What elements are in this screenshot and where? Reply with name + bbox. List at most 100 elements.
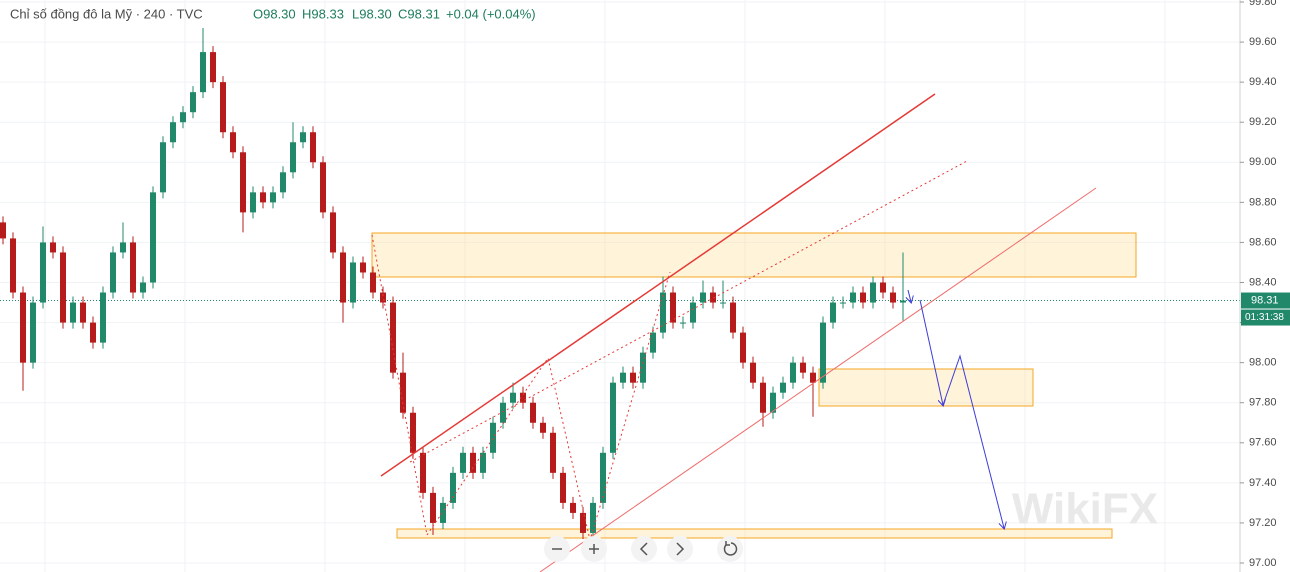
y-tick-label: 99.80	[1249, 0, 1277, 8]
candle-body	[240, 152, 246, 213]
candle-body	[610, 382, 616, 453]
y-tick-label: 98.60	[1249, 236, 1277, 248]
candle-body	[600, 452, 606, 503]
ohlc-open: O98.30	[253, 6, 296, 21]
candle-body	[490, 422, 496, 453]
candle-body	[280, 172, 286, 193]
candle-body	[460, 452, 466, 473]
candle-body	[110, 252, 116, 293]
candle-body	[140, 282, 146, 293]
channel-mid	[409, 160, 968, 463]
channel-top	[380, 93, 936, 477]
watermark: WikiFX	[1012, 485, 1158, 534]
candle-body	[560, 472, 566, 503]
candle-body	[780, 382, 786, 393]
zoom-in[interactable]	[581, 536, 607, 562]
candle-body	[470, 452, 476, 473]
scroll-right[interactable]	[667, 536, 693, 562]
candle-body	[540, 422, 546, 433]
candle-body	[220, 82, 226, 133]
y-tick-label: 98.80	[1249, 196, 1277, 208]
channel-bottom	[539, 187, 1097, 572]
header: Chỉ số đồng đô la Mỹ · 240 · TVC O98.30 …	[10, 6, 536, 21]
candle-body	[660, 292, 666, 333]
candle-body	[20, 292, 26, 363]
reset[interactable]	[717, 536, 743, 562]
resistance-zone	[371, 232, 1137, 278]
candle-body	[840, 302, 846, 304]
candle-body	[830, 302, 836, 323]
candle-body	[100, 292, 106, 343]
candle-body	[680, 322, 686, 324]
candle-body	[500, 402, 506, 423]
y-tick-label: 99.60	[1249, 36, 1277, 48]
countdown-box	[1241, 309, 1290, 326]
candle-body	[170, 122, 176, 143]
support-zone	[818, 368, 1034, 407]
candle-body	[230, 132, 236, 153]
scroll-left[interactable]	[631, 536, 657, 562]
candle-body	[590, 502, 596, 533]
ohlc-close: C98.31	[398, 6, 440, 21]
candle-body	[650, 332, 656, 353]
y-tick-label: 97.60	[1249, 437, 1277, 449]
candle-body	[390, 302, 396, 373]
candle-body	[690, 302, 696, 323]
candle-body	[70, 302, 76, 323]
candle-body	[260, 192, 266, 203]
candle-body	[250, 192, 256, 213]
ohlc-low: L98.30	[352, 6, 392, 21]
ohlc-high: H98.33	[302, 6, 344, 21]
arrow	[908, 289, 911, 302]
zoom-out[interactable]	[544, 536, 570, 562]
candle-body	[880, 282, 886, 293]
candle-body	[430, 492, 436, 523]
candle-body	[900, 300, 906, 303]
last-price-label: 98.31	[1251, 294, 1279, 306]
arrow	[942, 354, 1004, 528]
candle-body	[620, 372, 626, 383]
candle-body	[150, 192, 156, 283]
candle-body	[850, 292, 856, 303]
candle-body	[820, 322, 826, 383]
y-tick-label: 99.00	[1249, 156, 1277, 168]
symbol-title: Chỉ số đồng đô la Mỹ · 240 · TVC	[10, 6, 203, 21]
drawings	[371, 232, 1137, 539]
candle-body	[720, 302, 726, 304]
candle-body	[750, 362, 756, 383]
candle-body	[570, 502, 576, 513]
candle-body	[320, 162, 326, 213]
candle-body	[730, 302, 736, 333]
candle-body	[440, 502, 446, 523]
candle-body	[760, 382, 766, 413]
candle-body	[330, 212, 336, 253]
candle-body	[670, 292, 676, 323]
y-tick-label: 99.20	[1249, 116, 1277, 128]
candle-body	[270, 192, 276, 203]
arrow	[919, 299, 943, 405]
candle-body	[360, 262, 366, 273]
y-tick-label: 98.40	[1249, 276, 1277, 288]
candle-body	[40, 242, 46, 303]
candle-body	[810, 372, 816, 383]
y-tick-label: 99.40	[1249, 76, 1277, 88]
candle-body	[50, 242, 56, 253]
candle-body	[740, 332, 746, 363]
candle-body	[800, 362, 806, 373]
candle-body	[530, 402, 536, 423]
candle-body	[30, 302, 36, 363]
candle-body	[310, 132, 316, 163]
candle-body	[770, 392, 776, 413]
candle-body	[0, 222, 6, 239]
candle-body	[190, 92, 196, 113]
candle-body	[290, 142, 296, 173]
candle-body	[520, 392, 526, 403]
candle-body	[130, 242, 136, 293]
candle-body	[860, 292, 866, 303]
candle-body	[180, 112, 186, 123]
candle-body	[510, 392, 516, 403]
zigzag	[371, 234, 671, 542]
candle-body	[210, 52, 216, 83]
bottom-zone	[396, 528, 1113, 539]
candle-body	[450, 472, 456, 503]
